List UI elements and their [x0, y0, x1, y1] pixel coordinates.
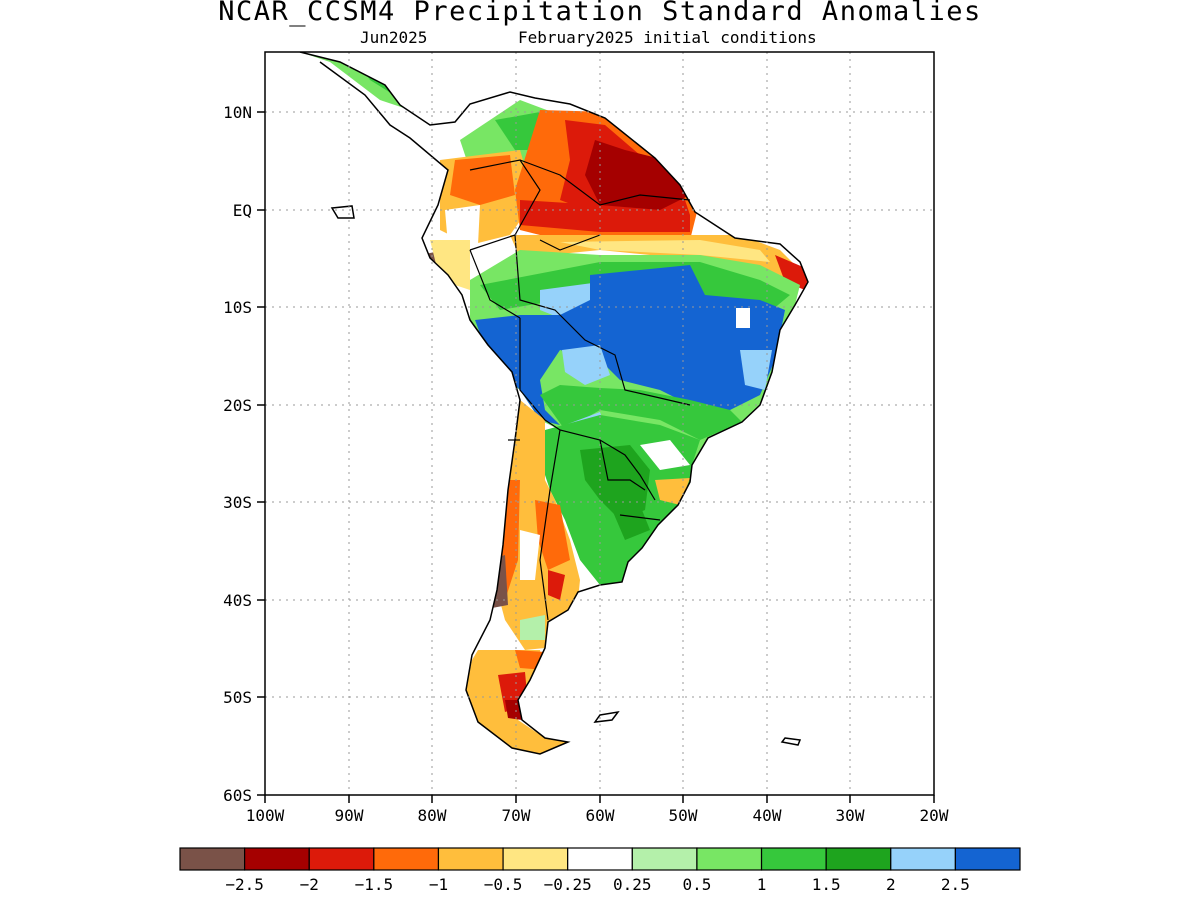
lat-label: 50S	[223, 688, 252, 707]
colorbar-label: −0.25	[544, 875, 592, 894]
colorbar-swatch	[954, 847, 1021, 871]
colorbar-swatch	[760, 847, 827, 871]
lon-label: 20W	[920, 806, 949, 825]
colorbar-swatch	[631, 847, 698, 871]
colorbar-legend: −2.5 −2 −1.5 −1 −0.5 −0.25 0.25 0.5 1 1.5 2 2.5	[179, 847, 1021, 894]
colorbar-swatch	[373, 847, 440, 871]
lon-label: 90W	[335, 806, 364, 825]
central-america-wet	[300, 52, 410, 110]
lat-label: 40S	[223, 591, 252, 610]
lat-label: 20S	[223, 396, 252, 415]
colorbar-label: −1.5	[355, 875, 394, 894]
forecast-month: Jun2025	[360, 28, 428, 47]
colorbar-swatch	[825, 847, 892, 871]
lon-label: 100W	[246, 806, 285, 825]
colorbar-swatch	[244, 847, 310, 871]
lon-label: 40W	[753, 806, 782, 825]
lon-label: 30W	[836, 806, 865, 825]
initial-conditions-label: February2025 initial conditions	[518, 28, 817, 47]
colorbar-label: 0.25	[613, 875, 652, 894]
guianas-very-dry	[585, 140, 690, 210]
lon-label: 50W	[669, 806, 698, 825]
lat-label: 30S	[223, 493, 252, 512]
colorbar-label: −1	[429, 875, 448, 894]
lat-label: 10S	[223, 298, 252, 317]
colorbar-label: 0.5	[682, 875, 711, 894]
colorbar-label: −2	[300, 875, 319, 894]
lon-label: 80W	[418, 806, 447, 825]
ticks	[257, 111, 935, 803]
colorbar-swatch	[502, 847, 569, 871]
colorbar-label: 2	[886, 875, 896, 894]
lon-label: 70W	[502, 806, 531, 825]
lat-label: 10N	[223, 103, 252, 122]
colorbar-swatch	[437, 847, 504, 871]
lat-label: 60S	[223, 786, 252, 805]
colorbar-swatch	[179, 847, 246, 871]
colorbar-swatch	[567, 847, 633, 871]
lat-label: EQ	[233, 201, 252, 220]
colorbar-swatch	[696, 847, 763, 871]
colorbar-label: −2.5	[225, 875, 264, 894]
colorbar-label: 1	[757, 875, 767, 894]
graticule	[265, 52, 934, 795]
colorbar-label: −0.5	[484, 875, 523, 894]
lon-label: 60W	[586, 806, 615, 825]
country-borders	[469, 159, 691, 621]
colorbar-label: 2.5	[941, 875, 970, 894]
colorbar-swatch	[890, 847, 956, 871]
coastlines	[299, 52, 809, 755]
colorbar-swatch	[308, 847, 375, 871]
map-title: NCAR_CCSM4 Precipitation Standard Anomal…	[218, 0, 982, 27]
colorbar-label: 1.5	[812, 875, 841, 894]
central-brazil-wet	[475, 265, 785, 425]
